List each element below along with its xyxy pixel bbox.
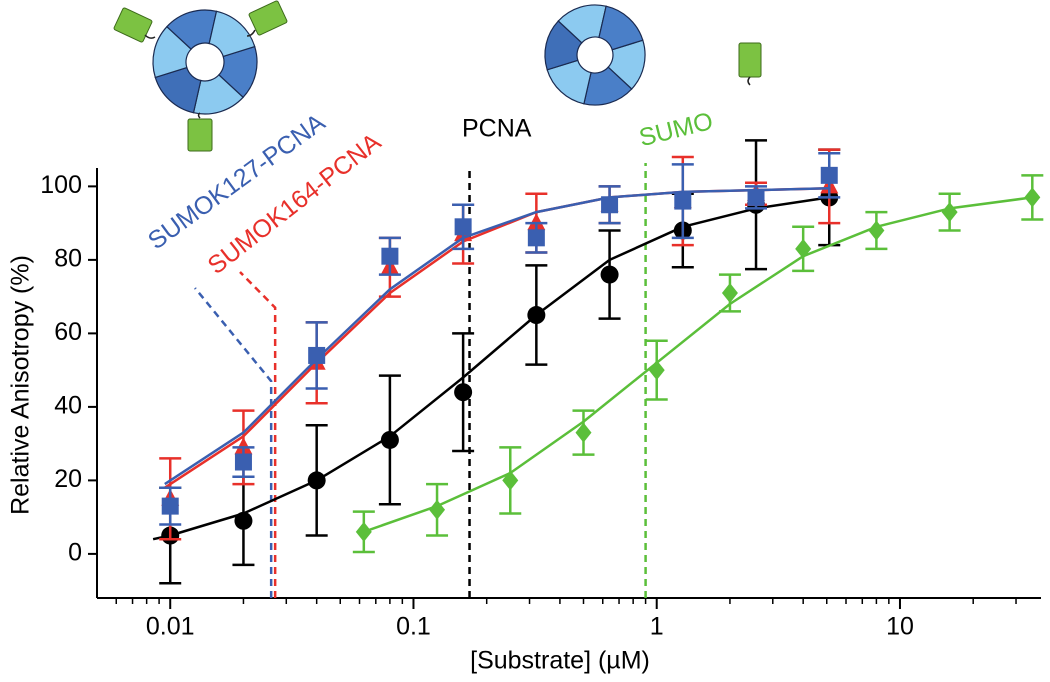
tether xyxy=(747,76,751,86)
data-point xyxy=(161,497,179,515)
data-point xyxy=(234,437,253,455)
y-tick-label: 80 xyxy=(54,244,82,272)
data-point xyxy=(454,218,472,236)
data-point xyxy=(648,360,665,381)
tether xyxy=(246,29,256,37)
data-point xyxy=(747,188,765,206)
data-point xyxy=(600,265,619,284)
data-point xyxy=(674,192,692,210)
y-tick-label: 100 xyxy=(40,171,82,199)
reference-line xyxy=(239,271,277,598)
data-point xyxy=(308,346,326,364)
data-point xyxy=(941,202,958,223)
icons xyxy=(113,0,762,152)
data-point xyxy=(234,453,252,471)
data-point xyxy=(502,470,519,491)
sumo-icon xyxy=(248,0,288,36)
data-point xyxy=(527,229,545,247)
series-label: SUMO xyxy=(636,107,716,152)
y-tick-label: 0 xyxy=(68,539,82,567)
sumo-icon xyxy=(738,42,762,78)
x-tick-label: 10 xyxy=(886,613,914,641)
data-point xyxy=(454,383,473,402)
data-point xyxy=(380,430,399,449)
data-point xyxy=(721,282,738,303)
data-point xyxy=(234,511,253,530)
x-axis-label: [Substrate] (µM) xyxy=(470,647,650,675)
data-point xyxy=(1024,187,1041,208)
data-point xyxy=(820,166,838,184)
sumo-icon xyxy=(187,118,213,152)
fit-curve xyxy=(164,186,830,486)
data-point xyxy=(381,247,399,265)
tether xyxy=(197,112,201,119)
fit-curve xyxy=(363,196,1033,533)
data-point xyxy=(355,521,372,542)
data-point xyxy=(307,471,326,490)
data-point xyxy=(527,306,546,325)
x-tick-label: 0.01 xyxy=(146,613,195,641)
reference-line xyxy=(194,287,273,598)
y-tick-label: 40 xyxy=(54,391,82,419)
x-tick-label: 1 xyxy=(650,613,664,641)
y-tick-label: 60 xyxy=(54,318,82,346)
ring-segment xyxy=(208,10,256,58)
series-label: PCNA xyxy=(462,115,532,143)
ring-segment xyxy=(598,5,644,51)
data-point xyxy=(575,422,592,443)
data-point xyxy=(601,196,619,214)
sumo-icon xyxy=(113,7,153,43)
y-axis-label: Relative Anisotropy (%) xyxy=(7,255,35,515)
data-point xyxy=(868,220,885,241)
y-tick-label: 20 xyxy=(54,465,82,493)
data-point xyxy=(429,499,446,520)
data-point xyxy=(795,238,812,259)
x-tick-label: 0.1 xyxy=(396,613,431,641)
tether xyxy=(144,34,156,39)
data-point xyxy=(527,213,546,231)
